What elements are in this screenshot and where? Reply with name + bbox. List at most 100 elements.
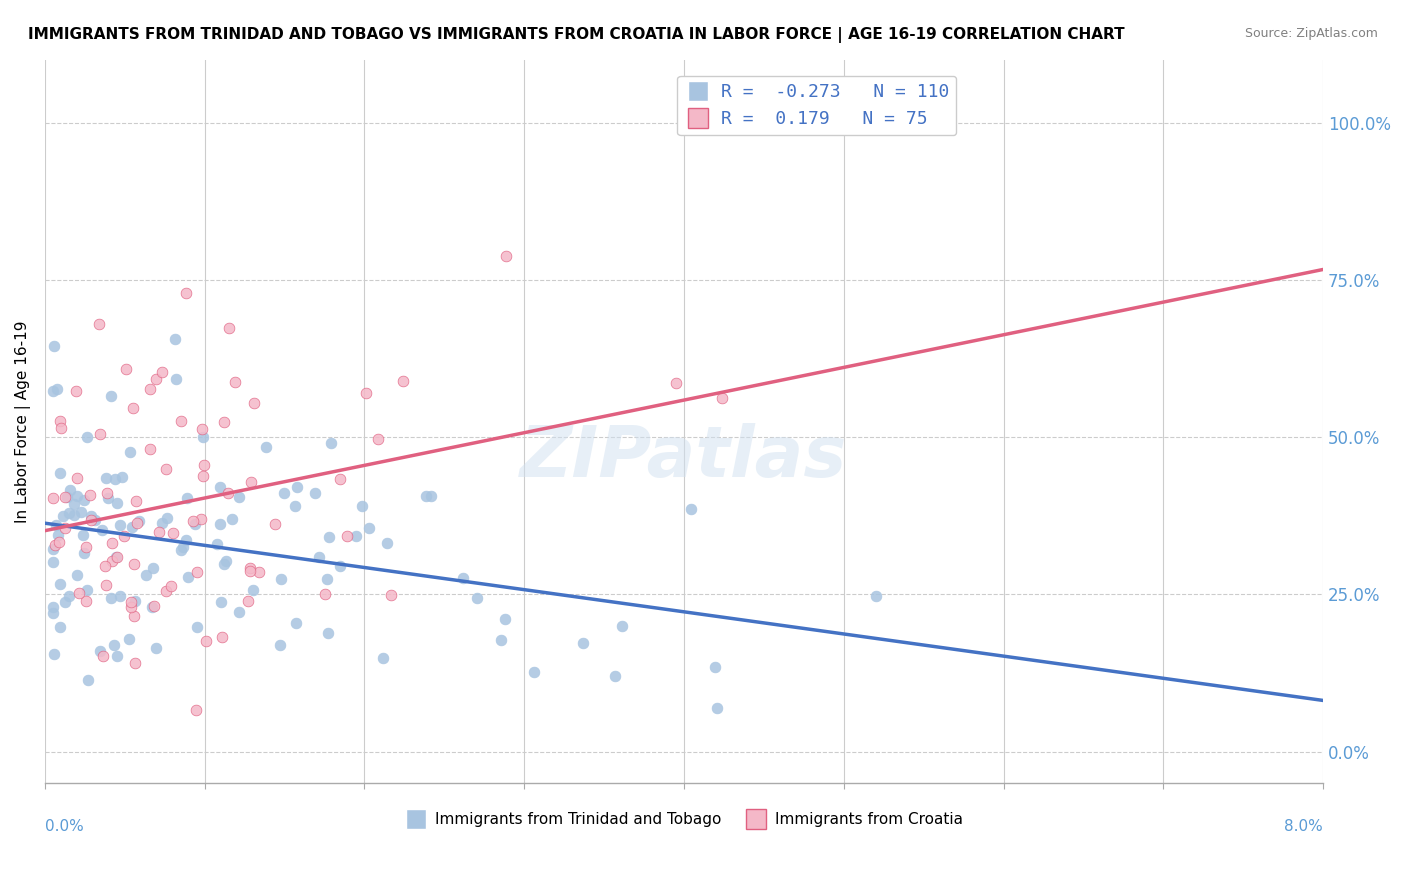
Point xyxy=(145,641,167,656)
Point xyxy=(148,525,170,540)
Point xyxy=(270,573,292,587)
Point xyxy=(105,496,128,510)
Point xyxy=(273,485,295,500)
Point xyxy=(494,612,516,626)
Point xyxy=(76,430,98,444)
Point xyxy=(465,591,488,606)
Point xyxy=(73,546,96,560)
Point xyxy=(58,506,80,520)
Point xyxy=(184,516,207,531)
Point xyxy=(254,440,277,454)
Point xyxy=(357,520,380,534)
Point xyxy=(138,442,160,457)
Point xyxy=(665,376,688,390)
Point xyxy=(239,475,262,489)
Text: 0.0%: 0.0% xyxy=(45,819,83,834)
Point xyxy=(121,401,143,415)
Point xyxy=(228,605,250,619)
Point xyxy=(45,518,67,533)
Point xyxy=(89,427,111,442)
Point xyxy=(242,396,264,410)
Point xyxy=(42,384,65,399)
Point xyxy=(174,285,197,300)
Text: Source: ZipAtlas.com: Source: ZipAtlas.com xyxy=(1244,27,1378,40)
Point xyxy=(150,365,173,379)
Point xyxy=(48,534,70,549)
Point xyxy=(284,616,307,631)
Point xyxy=(100,591,122,606)
Point xyxy=(125,494,148,508)
Point xyxy=(103,472,125,486)
Point xyxy=(319,435,342,450)
Point xyxy=(571,636,593,650)
Point xyxy=(285,480,308,494)
Point xyxy=(239,561,262,575)
Point xyxy=(105,549,128,564)
Point xyxy=(55,490,77,504)
Point xyxy=(62,497,84,511)
Point xyxy=(65,384,87,398)
Point xyxy=(83,513,105,527)
Point xyxy=(176,570,198,584)
Point xyxy=(79,488,101,502)
Point xyxy=(122,609,145,624)
Point xyxy=(48,577,70,591)
Point xyxy=(308,550,330,565)
Point xyxy=(165,332,187,346)
Point xyxy=(110,589,132,603)
Point xyxy=(214,415,236,429)
Point xyxy=(91,648,114,663)
Point xyxy=(191,469,214,483)
Point xyxy=(190,422,212,436)
Point xyxy=(94,578,117,592)
Point xyxy=(75,593,97,607)
Point xyxy=(124,657,146,671)
Point xyxy=(72,528,94,542)
Point xyxy=(53,595,76,609)
Point xyxy=(215,554,238,568)
Point xyxy=(53,521,76,535)
Point xyxy=(211,630,233,644)
Point xyxy=(603,669,626,683)
Point xyxy=(105,648,128,663)
Point xyxy=(49,620,72,634)
Point xyxy=(66,471,89,485)
Point xyxy=(186,565,208,579)
Point xyxy=(67,586,90,600)
Point xyxy=(46,528,69,542)
Point xyxy=(205,537,228,551)
Point xyxy=(76,673,98,688)
Point xyxy=(367,432,389,446)
Point xyxy=(120,599,142,614)
Point xyxy=(239,564,262,578)
Point xyxy=(356,386,378,401)
Point xyxy=(155,462,177,476)
Point xyxy=(122,557,145,571)
Point xyxy=(176,491,198,505)
Point xyxy=(73,492,96,507)
Point xyxy=(170,543,193,558)
Point xyxy=(523,665,546,680)
Point xyxy=(97,491,120,506)
Point xyxy=(336,529,359,543)
Point xyxy=(55,490,77,504)
Point xyxy=(264,517,287,532)
Point xyxy=(236,594,259,608)
Point xyxy=(316,625,339,640)
Point xyxy=(145,372,167,386)
Point xyxy=(142,561,165,575)
Legend: Immigrants from Trinidad and Tobago, Immigrants from Croatia: Immigrants from Trinidad and Tobago, Imm… xyxy=(399,806,969,833)
Point xyxy=(111,470,134,484)
Point xyxy=(247,565,270,579)
Point xyxy=(191,430,214,444)
Point xyxy=(52,508,75,523)
Point xyxy=(186,619,208,633)
Point xyxy=(217,485,239,500)
Point xyxy=(42,491,65,506)
Point xyxy=(224,375,246,389)
Point xyxy=(96,485,118,500)
Point xyxy=(44,538,66,552)
Point xyxy=(415,489,437,503)
Point xyxy=(329,559,352,574)
Point xyxy=(139,382,162,396)
